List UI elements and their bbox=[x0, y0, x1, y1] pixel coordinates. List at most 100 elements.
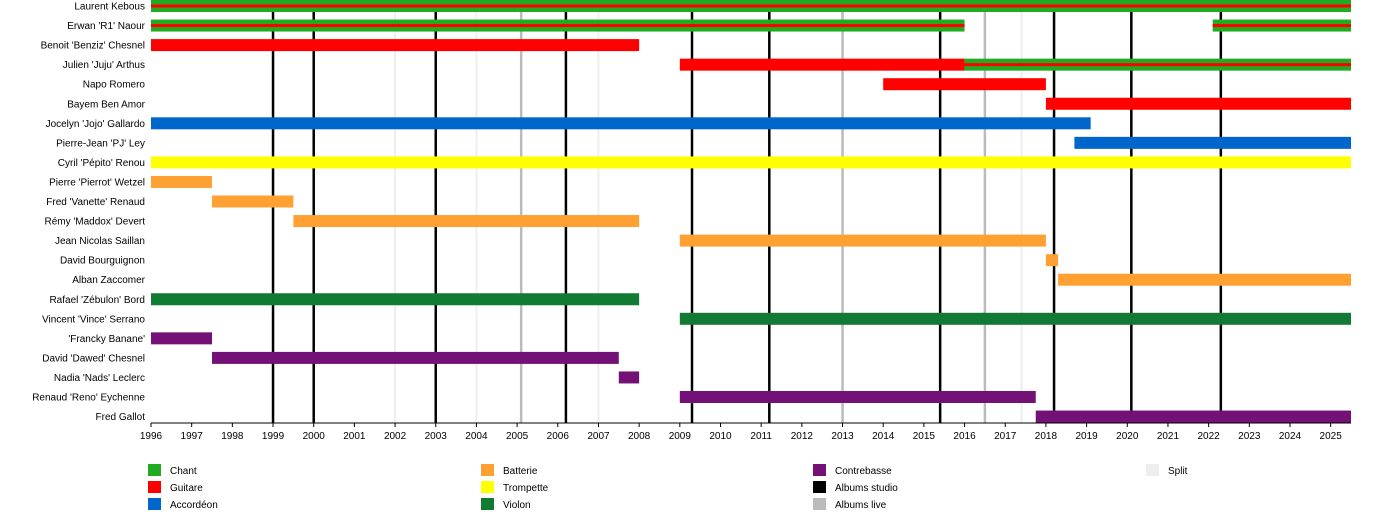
member-label: Jean Nicolas Saillan bbox=[55, 236, 145, 247]
member-label: Rafael 'Zébulon' Bord bbox=[49, 295, 145, 306]
bar-renaud-reno-eychenne bbox=[679, 391, 1036, 403]
bar-pierre-jean-pj-ley bbox=[1074, 136, 1351, 149]
legend-swatch-split bbox=[1146, 464, 1159, 476]
x-tick-label: 2016 bbox=[953, 431, 976, 442]
bar-stripe-erwan-r1-naour bbox=[151, 24, 965, 28]
x-tick-label: 2009 bbox=[669, 431, 692, 442]
x-tick-label: 2006 bbox=[547, 431, 570, 442]
bar-vincent-vince-serrano bbox=[679, 312, 1351, 325]
legend-label-albums-live: Albums live bbox=[835, 500, 887, 511]
bar-jocelyn-jojo-gallardo bbox=[151, 117, 1091, 130]
legend-label-trompette: Trompette bbox=[503, 483, 549, 494]
bar-cyril-pepito-renou bbox=[151, 156, 1351, 169]
bar-fred-vanette-renaud bbox=[212, 195, 294, 208]
legend-swatch-albums-studio bbox=[813, 481, 826, 493]
member-label: Renaud 'Reno' Eychenne bbox=[32, 393, 145, 404]
x-tick-label: 1997 bbox=[181, 431, 204, 442]
x-tick-label: 2014 bbox=[872, 431, 895, 442]
legend-swatch-accordeon bbox=[148, 498, 161, 510]
legend-label-batterie: Batterie bbox=[503, 466, 538, 477]
legend-label-accordeon: Accordéon bbox=[170, 500, 218, 511]
x-tick-label: 2017 bbox=[994, 431, 1017, 442]
legend-swatch-trompette bbox=[481, 481, 494, 493]
legend-swatch-violon bbox=[481, 498, 494, 510]
x-tick-label: 2021 bbox=[1157, 431, 1180, 442]
bar-benoit-benziz-chesnel bbox=[151, 39, 640, 52]
bar-julien-juju-arthus bbox=[679, 58, 965, 71]
legend-swatch-guitare bbox=[148, 481, 161, 493]
member-label: Bayem Ben Amor bbox=[67, 99, 145, 110]
x-tick-label: 2023 bbox=[1238, 431, 1261, 442]
x-tick-label: 2007 bbox=[587, 431, 610, 442]
legend-swatch-contrebasse bbox=[813, 464, 826, 476]
bar-jean-nicolas-saillan bbox=[679, 234, 1046, 247]
member-label: Napo Romero bbox=[83, 80, 146, 91]
x-tick-label: 2010 bbox=[709, 431, 732, 442]
bar-alban-zaccomer bbox=[1058, 273, 1351, 286]
bar-francky-banane bbox=[151, 332, 213, 345]
member-label: Rémy 'Maddox' Devert bbox=[44, 217, 145, 228]
x-tick-label: 2019 bbox=[1075, 431, 1098, 442]
x-tick-label: 1999 bbox=[262, 431, 285, 442]
bar-pierre-pierrot-wetzel bbox=[151, 175, 213, 188]
member-labels: Laurent Kebous Erwan 'R1' Naour Benoit 'Be… bbox=[32, 2, 145, 424]
x-tick-label: 2013 bbox=[831, 431, 854, 442]
legend-label-albums-studio: Albums studio bbox=[835, 483, 898, 494]
x-tick-label: 2008 bbox=[628, 431, 651, 442]
x-tick-label: 2020 bbox=[1116, 431, 1139, 442]
x-tick-label: 2015 bbox=[913, 431, 936, 442]
member-label: Fred 'Vanette' Renaud bbox=[46, 197, 145, 208]
legend-swatch-batterie bbox=[481, 464, 494, 476]
member-label: Pierre-Jean 'PJ' Ley bbox=[56, 138, 145, 149]
bar-bayem-ben-amor bbox=[1045, 97, 1351, 110]
x-tick-label: 2011 bbox=[750, 431, 772, 442]
bar-stripe-julien-juju-arthus bbox=[964, 63, 1351, 67]
member-label: Fred Gallot bbox=[96, 412, 146, 423]
x-tick-label: 2022 bbox=[1198, 431, 1221, 442]
x-tick-label: 2003 bbox=[425, 431, 448, 442]
member-label: Nadia 'Nads' Leclerc bbox=[54, 373, 145, 384]
legend-label-split: Split bbox=[1168, 466, 1188, 477]
member-bars bbox=[151, 0, 1351, 423]
member-label: Alban Zaccomer bbox=[72, 275, 145, 286]
x-tick-label: 1998 bbox=[221, 431, 244, 442]
bar-david-bourguignon bbox=[1045, 254, 1059, 267]
x-tick-label: 2018 bbox=[1035, 431, 1058, 442]
x-tick-label: 2024 bbox=[1279, 431, 1302, 442]
x-tick-label: 2005 bbox=[506, 431, 529, 442]
bar-stripe-erwan-r1-naour bbox=[1212, 24, 1351, 28]
member-label: Pierre 'Pierrot' Wetzel bbox=[49, 177, 145, 188]
bar-nadia-nads-leclerc bbox=[618, 371, 640, 384]
x-tick-label: 2025 bbox=[1320, 431, 1343, 442]
member-label: Cyril 'Pépito' Renou bbox=[58, 158, 145, 169]
legend-swatch-albums-live bbox=[813, 498, 826, 510]
legend-label-guitare: Guitare bbox=[170, 483, 203, 494]
member-label: Laurent Kebous bbox=[74, 2, 145, 13]
legend-swatch-chant bbox=[148, 464, 161, 476]
member-label: 'Francky Banane' bbox=[68, 334, 145, 345]
x-tick-label: 2002 bbox=[384, 431, 407, 442]
legend-label-chant: Chant bbox=[170, 466, 197, 477]
legend-label-violon: Violon bbox=[503, 500, 531, 511]
bar-fred-gallot bbox=[1035, 410, 1351, 423]
bar-stripe-laurent-kebous bbox=[151, 4, 1351, 8]
x-tick-label: 2000 bbox=[303, 431, 326, 442]
member-label: Jocelyn 'Jojo' Gallardo bbox=[46, 119, 146, 130]
x-tick-label: 1996 bbox=[140, 431, 163, 442]
member-label: David 'Dawed' Chesnel bbox=[42, 353, 145, 364]
bar-napo-romero bbox=[883, 78, 1046, 91]
member-label: Erwan 'R1' Naour bbox=[67, 21, 145, 32]
member-label: Benoit 'Benziz' Chesnel bbox=[41, 41, 145, 52]
x-tick-label: 2012 bbox=[791, 431, 814, 442]
legend-label-contrebasse: Contrebasse bbox=[835, 466, 892, 477]
legend: Chant Guitare Accordéon Batterie Trompette Vi… bbox=[148, 464, 1188, 511]
bar-david-dawed-chesnel bbox=[212, 351, 619, 364]
x-axis: 1996 1997 1998 1999 2000 2001 2002 2003 2004 2005… bbox=[140, 422, 1351, 442]
bar-remy-maddox-devert bbox=[293, 215, 640, 228]
x-tick-label: 2001 bbox=[343, 431, 366, 442]
member-label: Julien 'Juju' Arthus bbox=[63, 60, 145, 71]
member-label: David Bourguignon bbox=[60, 256, 145, 267]
bar-rafael-zebulon-bord bbox=[151, 293, 640, 306]
member-label: Vincent 'Vince' Serrano bbox=[42, 314, 145, 325]
